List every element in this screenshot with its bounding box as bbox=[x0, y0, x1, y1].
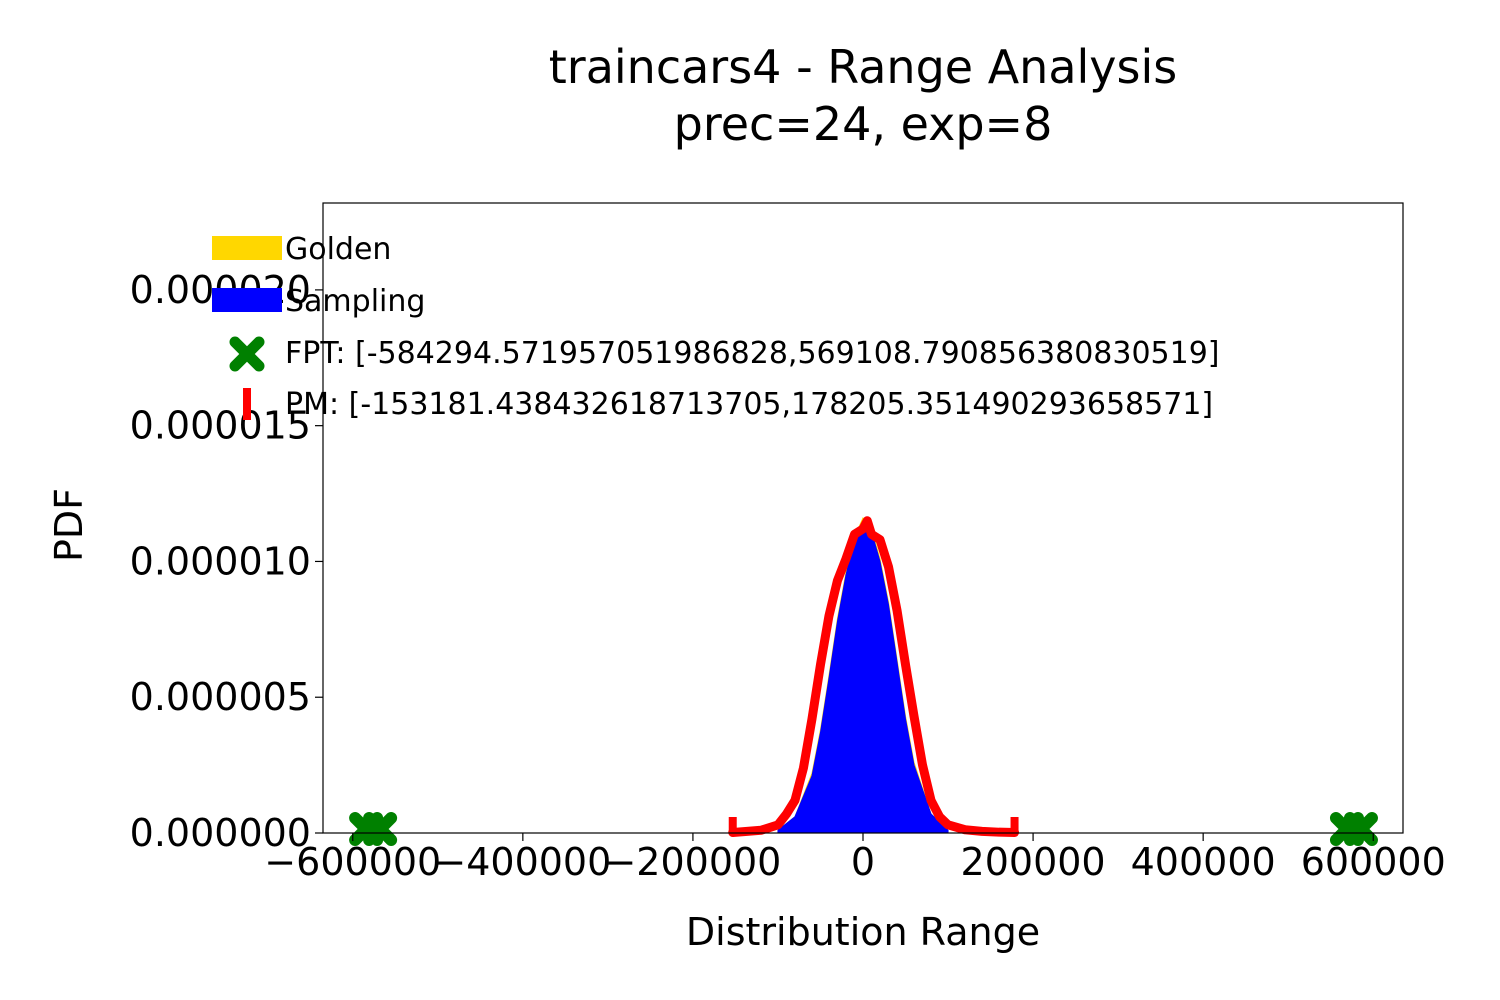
y-tick-label: 0.000015 bbox=[130, 404, 311, 448]
x-axis-ticks: −600000−400000−200000 0 200000 400000 600000 bbox=[264, 833, 1446, 884]
legend: Golden Sampling FPT: [-584294.5719570519… bbox=[212, 232, 1220, 422]
x-tick-label: 0 bbox=[851, 840, 875, 884]
x-tick-label: 400000 bbox=[1131, 840, 1276, 884]
y-tick-label: 0.000000 bbox=[130, 811, 311, 855]
y-tick-label: 0.000005 bbox=[130, 675, 311, 719]
series-pm-line bbox=[728, 516, 1020, 837]
fpt-upper-marker bbox=[1329, 812, 1378, 846]
legend-fpt-marker bbox=[229, 336, 265, 372]
legend-pm-label: PM: [-153181.438432618713705,178205.3514… bbox=[285, 387, 1213, 422]
legend-sampling-patch bbox=[212, 288, 282, 312]
series-sampling-histogram bbox=[777, 522, 949, 834]
chart-subtitle: prec=24, exp=8 bbox=[674, 97, 1053, 151]
fpt-marker-stroke bbox=[1343, 812, 1378, 846]
legend-golden-patch bbox=[212, 236, 282, 260]
chart-title: traincars4 - Range Analysis bbox=[549, 40, 1177, 94]
y-axis-label: PDF bbox=[47, 488, 91, 562]
x-axis-label: Distribution Range bbox=[686, 910, 1040, 954]
x-tick-label: 200000 bbox=[961, 840, 1106, 884]
x-tick-label: −600000 bbox=[264, 840, 441, 884]
plot-marks bbox=[349, 516, 1378, 846]
fpt-marker-stroke bbox=[363, 812, 398, 846]
legend-golden-label: Golden bbox=[285, 232, 391, 267]
x-tick-label: −200000 bbox=[604, 840, 781, 884]
x-tick-label: −400000 bbox=[434, 840, 611, 884]
x-tick-label: 600000 bbox=[1301, 840, 1446, 884]
legend-fpt-label: FPT: [-584294.571957051986828,569108.790… bbox=[285, 336, 1220, 371]
fpt-lower-marker bbox=[349, 812, 398, 846]
legend-sampling-label: Sampling bbox=[285, 284, 425, 319]
y-tick-label: 0.000010 bbox=[130, 539, 311, 583]
